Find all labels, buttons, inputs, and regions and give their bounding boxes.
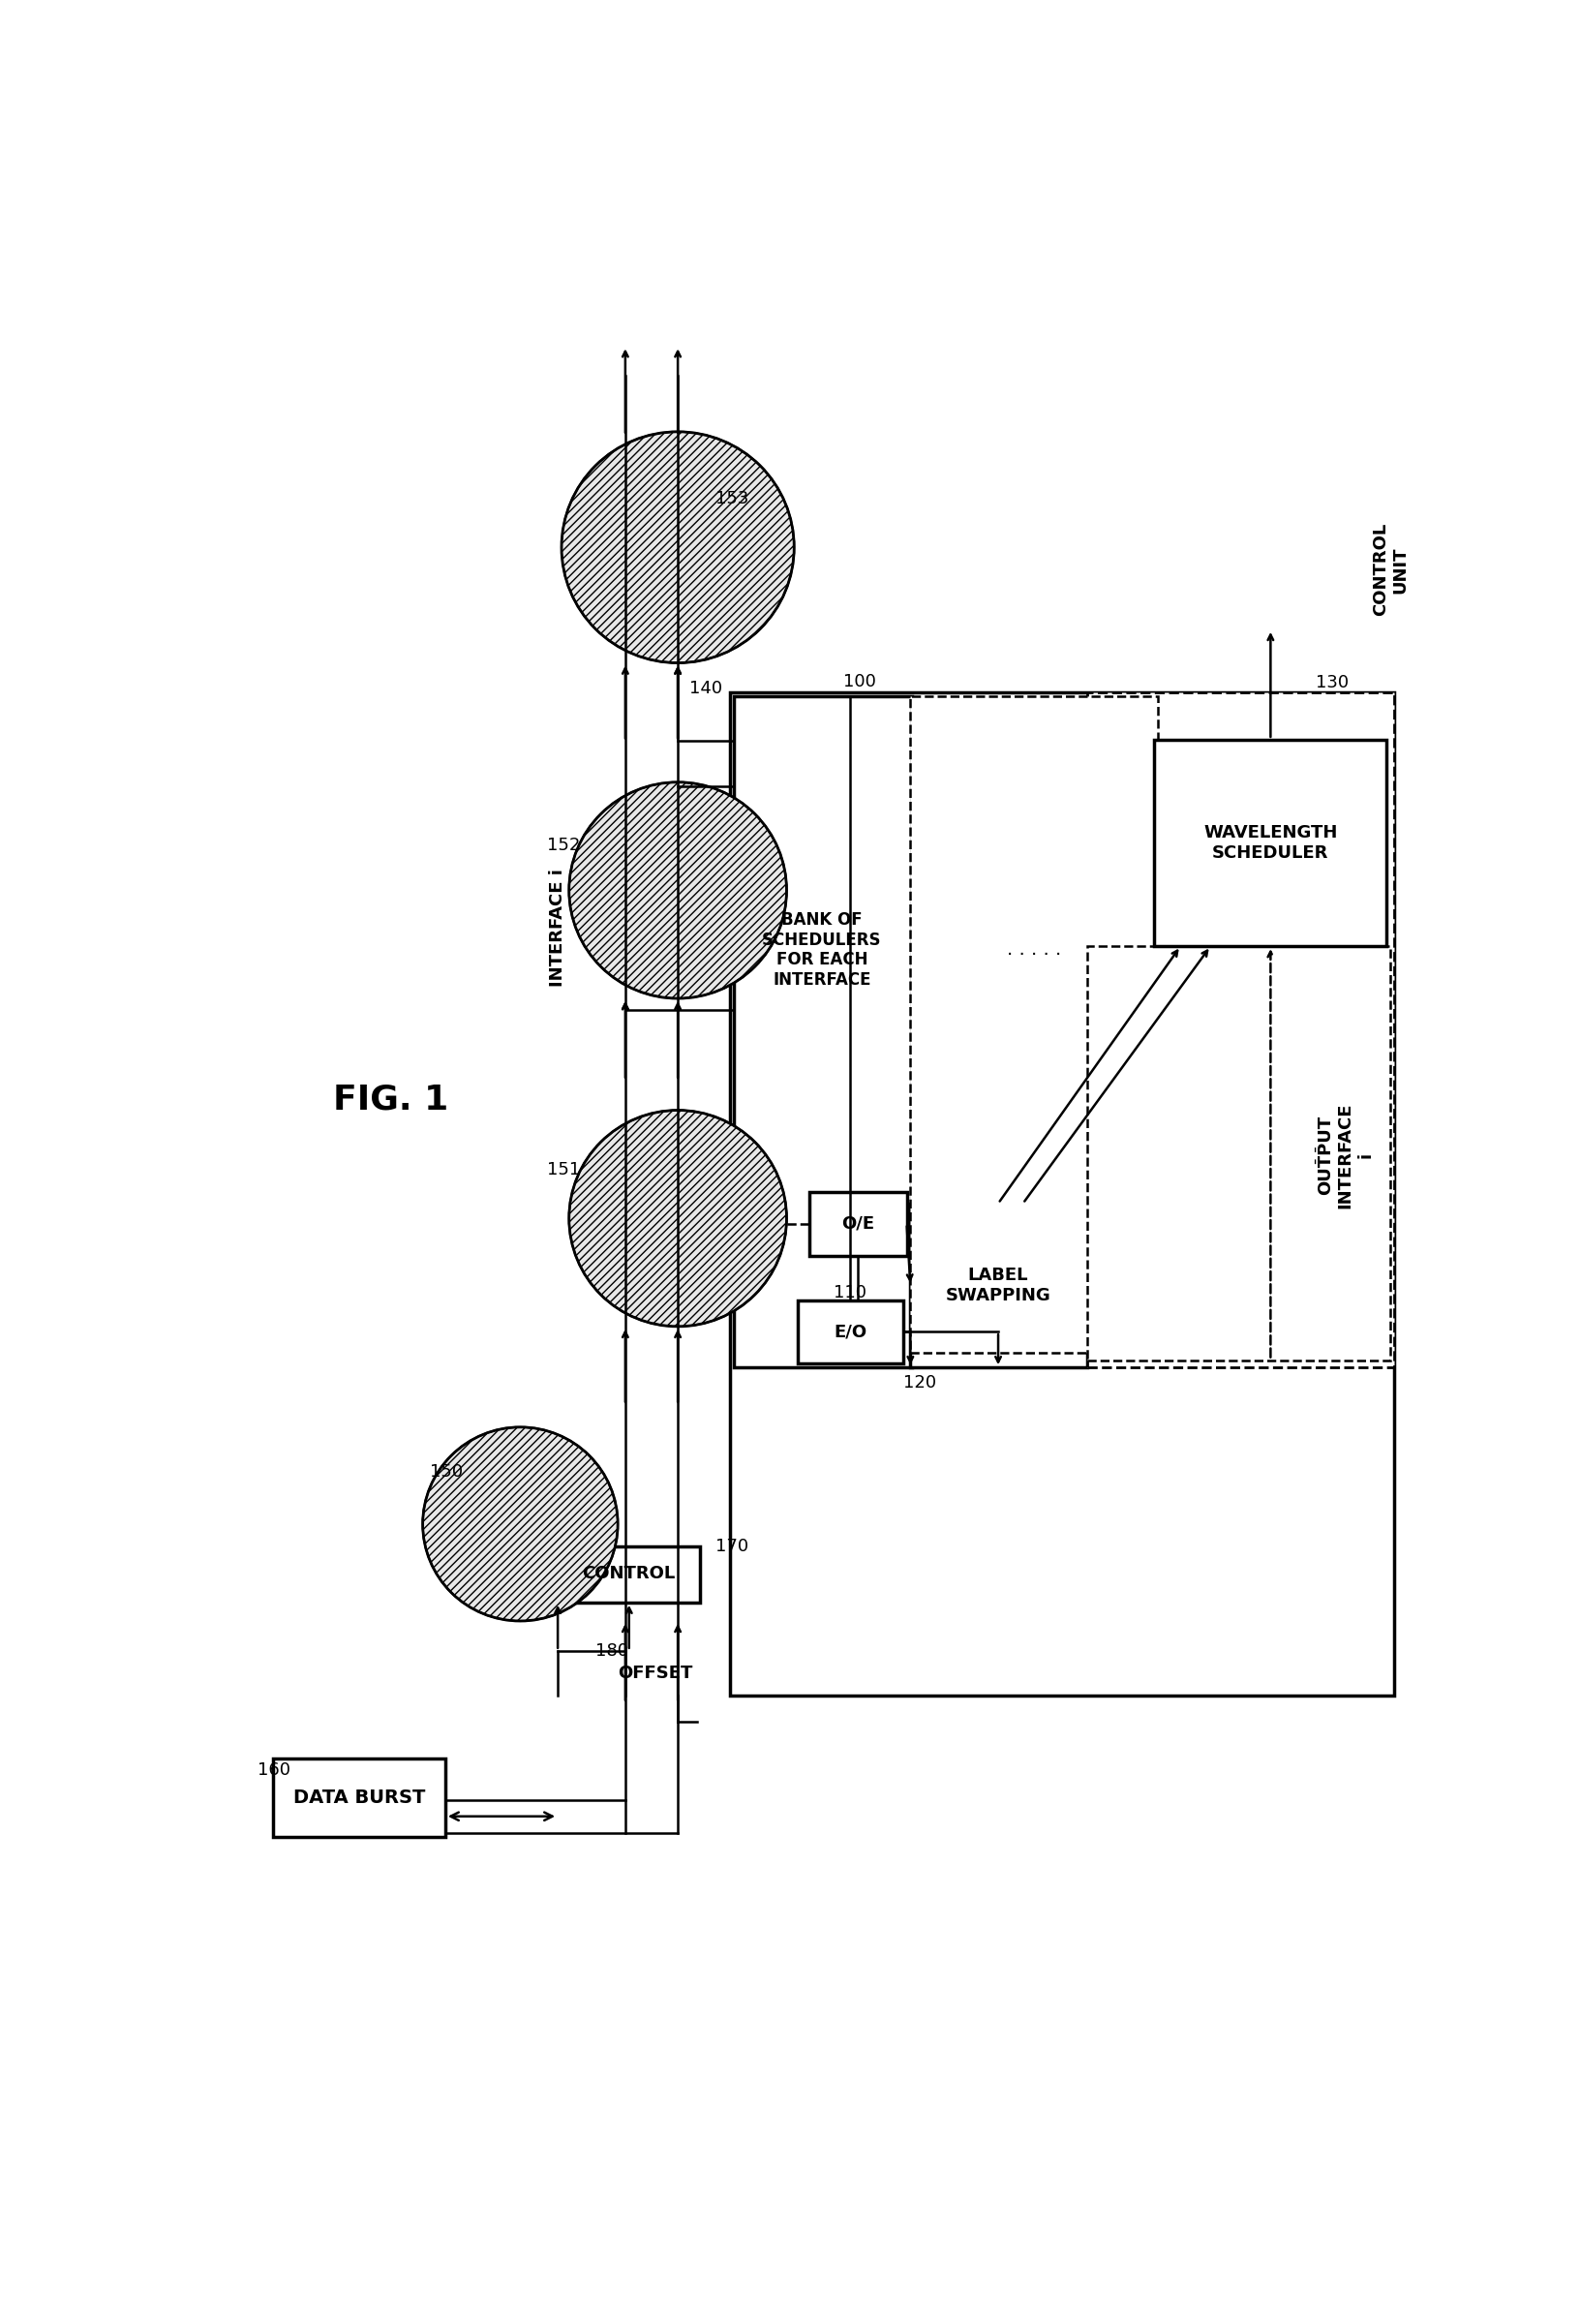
- Bar: [1085, 693, 1394, 1367]
- Ellipse shape: [569, 1111, 787, 1327]
- Text: INTERFACE i: INTERFACE i: [548, 869, 566, 988]
- Text: OUTPUT
INTERFACE
i: OUTPUT INTERFACE i: [1316, 1102, 1373, 1208]
- Text: 152: 152: [547, 837, 580, 855]
- Text: WAVELENGTH
SCHEDULER: WAVELENGTH SCHEDULER: [1202, 823, 1337, 862]
- Text: 180: 180: [596, 1643, 627, 1659]
- Text: DATA BURST: DATA BURST: [292, 1789, 425, 1806]
- Text: E/O: E/O: [833, 1322, 866, 1341]
- Text: 120: 120: [902, 1373, 935, 1392]
- Text: 130: 130: [1315, 674, 1348, 693]
- Bar: [733, 697, 912, 1367]
- Bar: [730, 693, 1394, 1697]
- Bar: [910, 1204, 1085, 1367]
- Text: 150: 150: [430, 1464, 463, 1480]
- Text: O/E: O/E: [841, 1215, 874, 1232]
- Ellipse shape: [561, 432, 793, 662]
- Text: FIG. 1: FIG. 1: [332, 1083, 447, 1116]
- Bar: [1085, 946, 1390, 1360]
- Text: CONTROL
UNIT: CONTROL UNIT: [1371, 523, 1408, 616]
- Text: 151: 151: [547, 1162, 580, 1178]
- Text: 140: 140: [689, 681, 722, 697]
- Bar: [798, 1301, 902, 1364]
- Text: LABEL
SWAPPING: LABEL SWAPPING: [945, 1267, 1051, 1304]
- Bar: [910, 697, 1157, 1353]
- Text: BANK OF
SCHEDULERS
FOR EACH
INTERFACE: BANK OF SCHEDULERS FOR EACH INTERFACE: [762, 911, 882, 990]
- Text: . . . . .: . . . . .: [1006, 941, 1060, 960]
- Text: CONTROL: CONTROL: [581, 1566, 675, 1583]
- Text: 100: 100: [842, 674, 875, 690]
- Text: 160: 160: [258, 1762, 291, 1778]
- Ellipse shape: [569, 783, 787, 999]
- Ellipse shape: [422, 1427, 618, 1622]
- Text: OFFSET: OFFSET: [618, 1664, 692, 1683]
- Text: - -: - -: [1307, 1146, 1324, 1164]
- Bar: [1153, 739, 1386, 946]
- Text: 153: 153: [714, 490, 749, 507]
- Text: 110: 110: [833, 1285, 866, 1301]
- Bar: [558, 1545, 700, 1601]
- Text: 170: 170: [714, 1538, 747, 1555]
- Bar: [272, 1759, 446, 1838]
- Bar: [809, 1192, 905, 1255]
